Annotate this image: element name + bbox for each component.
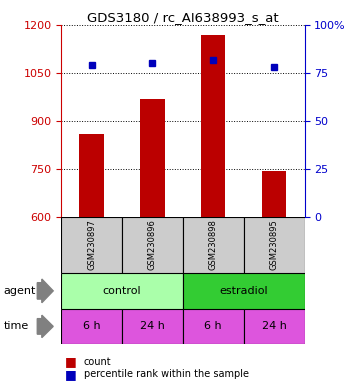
Bar	[183, 217, 244, 273]
Text: control: control	[103, 286, 141, 296]
Bar	[183, 309, 244, 344]
Text: estradiol: estradiol	[219, 286, 268, 296]
Bar	[79, 134, 104, 384]
Bar	[262, 170, 286, 384]
Text: ■: ■	[65, 355, 77, 368]
Text: count: count	[84, 357, 112, 367]
Text: 6 h: 6 h	[83, 321, 100, 331]
Bar	[140, 99, 164, 384]
Title: GDS3180 / rc_AI638993_s_at: GDS3180 / rc_AI638993_s_at	[87, 11, 279, 24]
Text: GSM230896: GSM230896	[148, 219, 157, 270]
Bar	[61, 273, 183, 309]
Bar	[122, 217, 183, 273]
Bar	[61, 217, 122, 273]
Text: GSM230898: GSM230898	[209, 219, 218, 270]
Bar	[244, 217, 304, 273]
Text: 6 h: 6 h	[204, 321, 222, 331]
Text: ■: ■	[65, 368, 77, 381]
Bar	[244, 309, 304, 344]
FancyArrow shape	[37, 279, 53, 303]
Text: percentile rank within the sample: percentile rank within the sample	[84, 369, 249, 379]
FancyArrow shape	[37, 315, 53, 338]
Text: agent: agent	[4, 286, 36, 296]
Bar	[201, 35, 225, 384]
Text: GSM230895: GSM230895	[270, 219, 279, 270]
Text: time: time	[4, 321, 29, 331]
Bar	[61, 309, 122, 344]
Bar	[122, 309, 183, 344]
Text: 24 h: 24 h	[140, 321, 165, 331]
Text: GSM230897: GSM230897	[87, 219, 96, 270]
Text: 24 h: 24 h	[262, 321, 287, 331]
Bar	[183, 273, 304, 309]
